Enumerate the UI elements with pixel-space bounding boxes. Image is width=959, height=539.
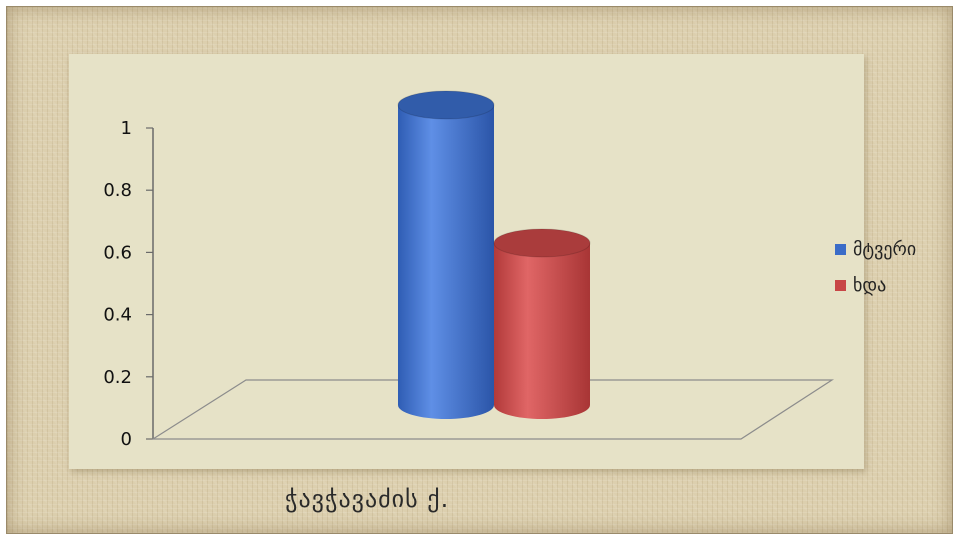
y-tick-label: 0.6 <box>103 242 132 263</box>
y-tick-label: 0.4 <box>103 305 132 326</box>
legend-label: მტვერი <box>853 239 916 260</box>
chart-floor <box>150 379 835 440</box>
y-tick-label: 1 <box>121 118 132 139</box>
y-tick-label: 0.8 <box>103 180 132 201</box>
bar-top <box>397 90 495 120</box>
legend-swatch <box>835 244 846 255</box>
bar-2 <box>493 228 591 419</box>
bar-1 <box>397 90 495 419</box>
y-tick-label: 0.2 <box>103 367 132 388</box>
legend-label: ხდა <box>853 275 886 296</box>
chart-caption: ჭავჭავაძის ქ. <box>285 485 450 513</box>
bar-top <box>493 228 591 258</box>
legend-swatch <box>835 280 846 291</box>
bar-body <box>494 243 590 419</box>
y-tick-label: 0 <box>121 429 132 450</box>
bar-body <box>398 105 494 419</box>
